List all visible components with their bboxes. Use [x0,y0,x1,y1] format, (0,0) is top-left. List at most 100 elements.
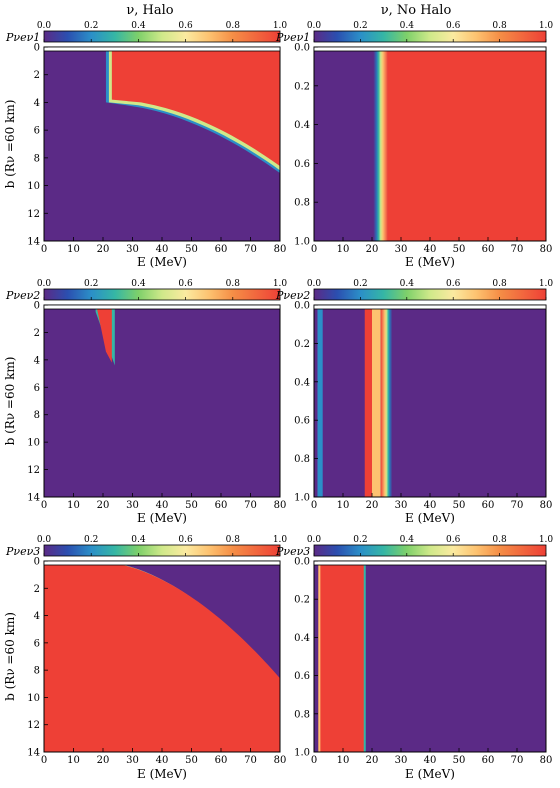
high-region [44,561,280,752]
y-tick-label: 0.2 [294,81,310,92]
colorbar-tick-label: 0.6 [446,279,461,289]
transition-band [373,47,388,241]
colorbar [313,544,547,557]
x-tick-label: 40 [156,500,169,511]
top-strip [313,46,547,52]
edge [318,561,321,752]
y-tick-label: 1.0 [294,748,310,759]
y-tick-label: 0.8 [294,454,310,465]
y-tick-label: 2 [34,584,40,595]
x-tick-label: 40 [156,244,169,255]
column-title: ν, No Halo [381,3,452,18]
y-tick-label: 6 [34,383,40,394]
top-strip [43,304,281,310]
panel-label: Pνeν1 [5,31,40,44]
colorbar-tick-label: 0.0 [37,535,52,545]
colorbar-tick-label: 0.2 [353,21,367,31]
colorbar [313,288,547,301]
x-tick-label: 70 [511,755,524,766]
y-tick-label: 0.2 [294,339,310,350]
heatmap-background [44,305,280,497]
x-tick-label: 30 [395,244,408,255]
x-axis-label: E (MeV) [405,255,455,269]
y-tick-label: 8 [34,410,40,421]
edge [363,561,366,752]
y-tick-label: 0.8 [294,198,310,209]
colorbar-tick-label: 0.6 [178,535,193,545]
colorbar-tick-label: 0.8 [226,21,241,31]
panel-label: Pνeν2 [5,289,40,302]
y-tick-label: 12 [27,465,40,476]
high-region [97,305,112,363]
x-tick-label: 80 [540,755,553,766]
y-tick-label: 0.6 [294,671,310,682]
colorbar-tick-label: 0.0 [37,21,52,31]
colorbar-tick-label: 0.6 [446,21,461,31]
high-region [318,561,365,752]
x-axis-label: E (MeV) [137,255,187,269]
heatmap [44,561,280,752]
y-tick-label: 0.8 [294,709,310,720]
x-tick-label: 70 [244,500,257,511]
heatmap [314,47,546,241]
x-tick-label: 50 [453,500,466,511]
colorbar-tick-label: 0.2 [84,535,98,545]
colorbar-tick-label: 0.2 [84,21,98,31]
x-tick-label: 10 [337,244,350,255]
heatmap [44,47,280,241]
y-tick-label: 0.4 [294,633,310,644]
x-tick-label: 20 [97,755,110,766]
high-region [364,305,372,497]
x-tick-label: 40 [424,244,437,255]
high-region [387,47,546,241]
colorbar-tick-label: 1.0 [539,21,554,31]
colorbar-tick-label: 0.4 [400,21,415,31]
x-tick-label: 0 [41,755,47,766]
y-tick-label: 10 [27,693,40,704]
x-tick-label: 0 [311,755,317,766]
x-tick-label: 60 [482,500,495,511]
colorbar [43,288,281,301]
high-region [111,47,280,167]
x-axis-label: E (MeV) [405,511,455,525]
panel-label: Pνeν2 [275,289,310,302]
x-tick-label: 80 [274,244,287,255]
x-tick-label: 80 [274,755,287,766]
x-tick-label: 60 [215,755,228,766]
colorbar-tick-label: 0.4 [400,535,415,545]
x-tick-label: 0 [41,500,47,511]
colorbar-tick-label: 0.4 [131,279,146,289]
x-tick-label: 20 [97,500,110,511]
band [317,305,323,497]
top-strip [43,560,281,566]
y-tick-label: 6 [34,638,40,649]
x-tick-label: 20 [366,500,379,511]
y-tick-label: 0.6 [294,416,310,427]
x-tick-label: 20 [97,244,110,255]
transition-band [372,305,381,497]
top-strip [313,304,547,310]
x-tick-label: 30 [395,755,408,766]
colorbar-tick-label: 0.8 [492,21,507,31]
x-tick-label: 80 [274,500,287,511]
x-tick-label: 10 [337,755,350,766]
colorbar-tick-label: 0.0 [307,279,322,289]
y-axis-label: b (Rν =60 km) [3,357,17,446]
x-tick-label: 40 [424,500,437,511]
y-tick-label: 2 [34,328,40,339]
x-axis-label: E (MeV) [137,767,187,781]
x-tick-label: 70 [511,500,524,511]
y-tick-label: 10 [27,181,40,192]
y-tick-label: 0.6 [294,159,310,170]
x-tick-label: 70 [244,755,257,766]
x-tick-label: 0 [311,500,317,511]
y-tick-label: 0.2 [294,595,310,606]
colorbar-tick-label: 0.0 [307,21,322,31]
colorbar-tick-label: 0.2 [353,535,367,545]
x-tick-label: 60 [482,755,495,766]
heatmap [44,305,280,497]
x-tick-label: 30 [395,500,408,511]
y-tick-label: 4 [34,611,40,622]
y-tick-label: 8 [34,153,40,164]
